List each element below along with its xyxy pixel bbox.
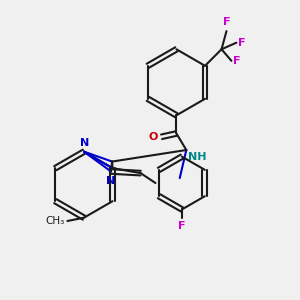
Text: O: O	[148, 132, 158, 142]
Text: NH: NH	[188, 152, 206, 162]
Text: N: N	[80, 138, 89, 148]
Text: F: F	[178, 221, 186, 231]
Text: F: F	[238, 38, 245, 48]
Text: F: F	[233, 56, 241, 66]
Text: N: N	[106, 176, 116, 186]
Text: CH₃: CH₃	[46, 216, 65, 226]
Text: F: F	[223, 17, 230, 27]
